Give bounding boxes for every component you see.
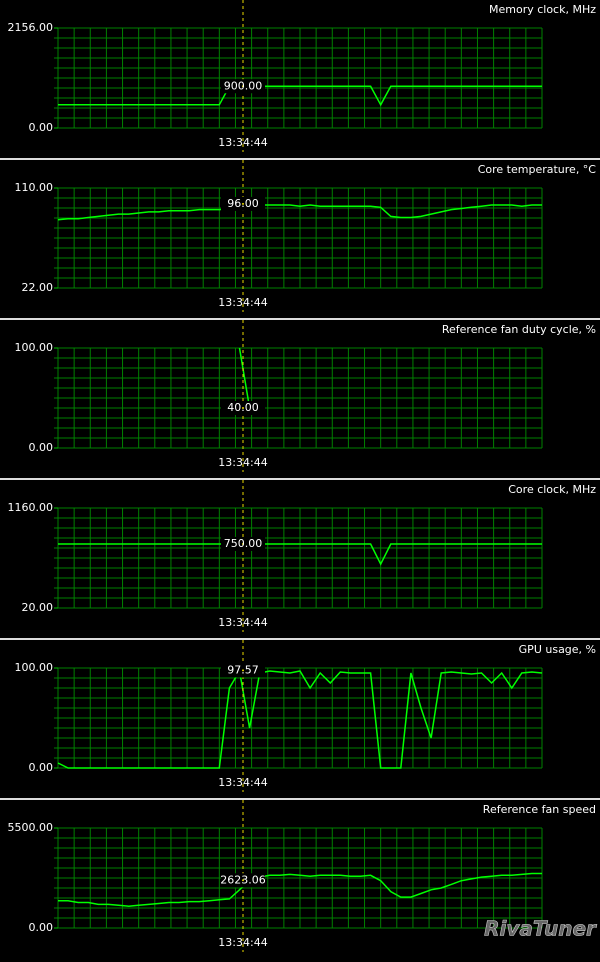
watermark: RivaTuner <box>484 917 597 941</box>
y-tick-label: 2156.00 <box>8 21 54 34</box>
series-line <box>58 85 542 107</box>
series-line <box>58 872 542 907</box>
panel-title: Core temperature, °C <box>478 163 597 176</box>
cursor-value: 97.57 <box>227 663 259 676</box>
cursor-time: 13:34:44 <box>218 936 267 949</box>
cursor-value: 2623.06 <box>220 873 266 886</box>
cursor-marker <box>242 202 244 205</box>
cursor-time: 13:34:44 <box>218 136 267 149</box>
y-tick-label: 0.00 <box>29 761 54 774</box>
y-tick-label: 22.00 <box>22 281 54 294</box>
cursor-time: 13:34:44 <box>218 296 267 309</box>
series-line <box>57 203 542 221</box>
panel-title: Core clock, MHz <box>508 483 596 496</box>
cursor-time: 13:34:44 <box>218 776 267 789</box>
cursor-value: 750.00 <box>224 537 263 550</box>
panel-title: GPU usage, % <box>519 643 596 656</box>
y-tick-label: 1160.00 <box>8 501 54 514</box>
y-tick-label: 100.00 <box>15 661 54 674</box>
cursor-time: 13:34:44 <box>218 616 267 629</box>
y-tick-label: 0.00 <box>29 441 54 454</box>
cursor-marker <box>242 85 244 88</box>
cursor-marker <box>242 542 244 545</box>
y-tick-label: 5500.00 <box>8 821 54 834</box>
y-tick-label: 20.00 <box>22 601 54 614</box>
cursor-value: 900.00 <box>224 79 263 92</box>
cursor-marker <box>242 669 244 672</box>
y-tick-label: 0.00 <box>29 921 54 934</box>
series-line <box>238 347 251 409</box>
panel-title: Reference fan speed <box>483 803 596 816</box>
y-tick-label: 110.00 <box>15 181 54 194</box>
cursor-value: 96.00 <box>227 197 259 210</box>
cursor-marker <box>242 879 244 882</box>
cursor-marker <box>242 407 244 409</box>
series-line <box>58 543 542 566</box>
y-tick-label: 0.00 <box>29 121 54 134</box>
y-tick-label: 100.00 <box>15 341 54 354</box>
cursor-time: 13:34:44 <box>218 456 267 469</box>
panel-title: Reference fan duty cycle, % <box>442 323 596 336</box>
cursor-value: 40.00 <box>227 401 259 414</box>
series-line <box>57 668 543 769</box>
panel-title: Memory clock, MHz <box>489 3 596 16</box>
